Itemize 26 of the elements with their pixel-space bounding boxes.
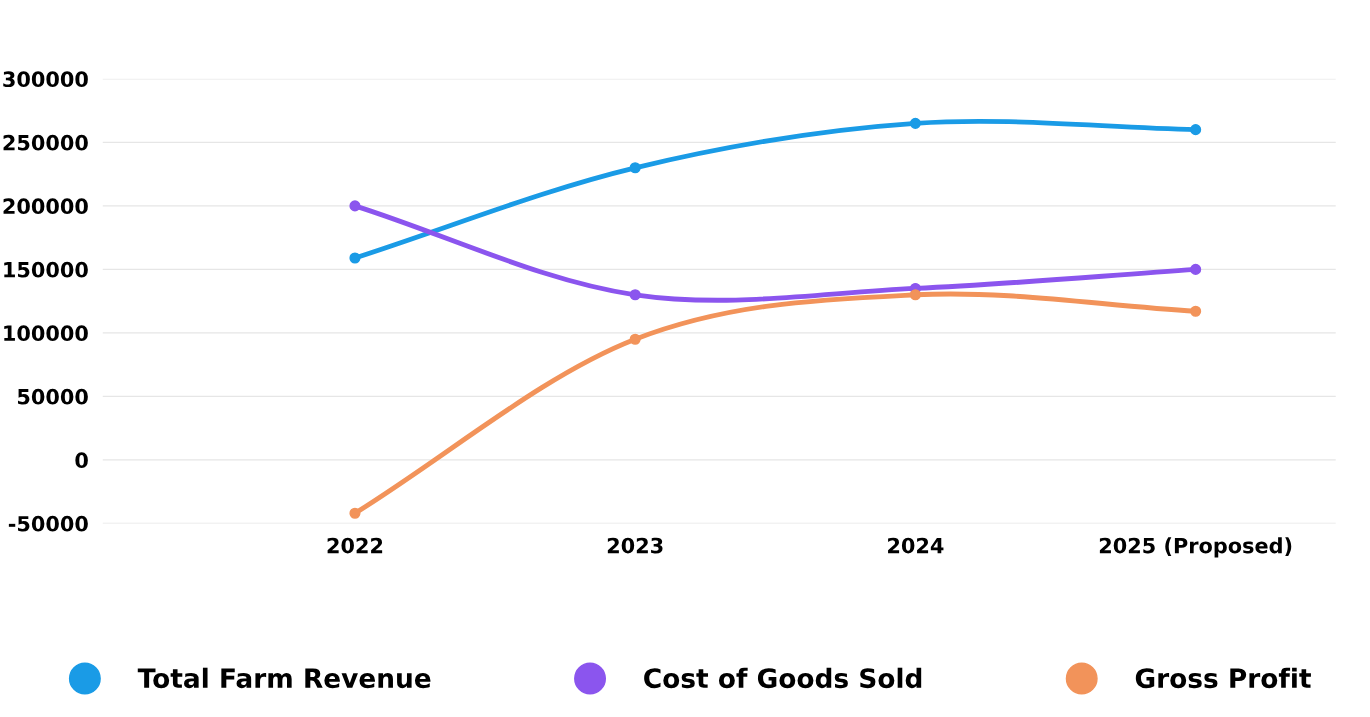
point <box>629 289 641 301</box>
legend-label: Cost of Goods Sold <box>644 667 922 689</box>
point <box>909 289 921 301</box>
x-tick-label: 2023 <box>607 537 663 554</box>
y-tick-label: 50000 <box>17 388 88 405</box>
point <box>629 162 641 174</box>
point <box>1190 263 1202 275</box>
y-tick-label: 100000 <box>4 325 88 342</box>
x-tick-label: 2024 <box>888 537 944 554</box>
y-tick-label: 300000 <box>3 71 88 88</box>
point <box>629 333 641 345</box>
x-tick-label: 2025 (Proposed) <box>1099 537 1292 558</box>
legend-label: Gross Profit <box>1135 667 1311 689</box>
x-tick-label: 2022 <box>327 537 383 554</box>
y-tick-label: -50000 <box>8 515 88 532</box>
y-tick-label: 250000 <box>3 134 88 151</box>
point <box>349 507 361 519</box>
point <box>1190 305 1202 317</box>
point <box>1190 124 1202 136</box>
point <box>909 117 921 129</box>
point <box>349 200 361 212</box>
y-tick-label: 150000 <box>4 261 88 278</box>
legend-label: Total Farm Revenue <box>137 667 431 689</box>
point <box>349 252 361 264</box>
y-tick-label: 0 <box>75 452 88 469</box>
y-tick-label: 200000 <box>3 198 88 215</box>
